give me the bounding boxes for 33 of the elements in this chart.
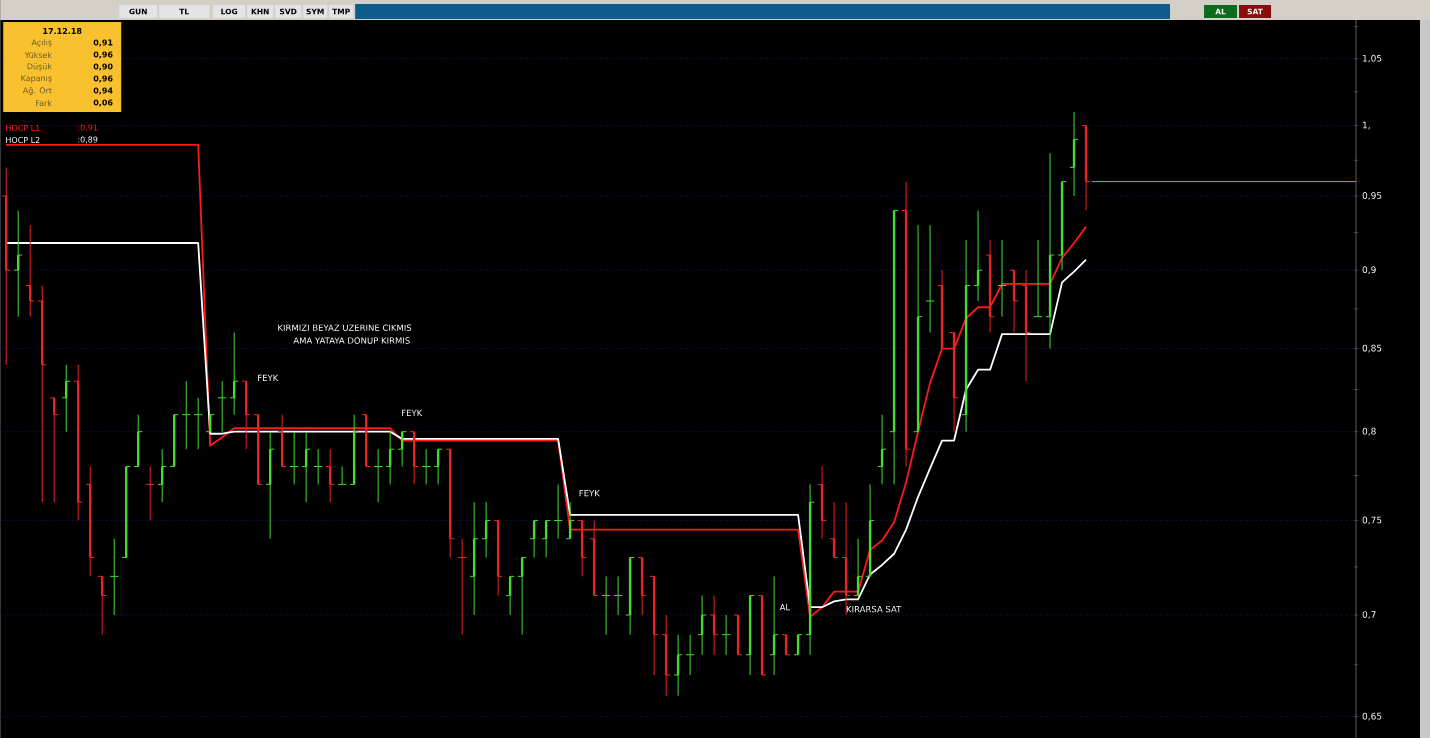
y-tick-label: 1,05 (1363, 54, 1382, 63)
text: HOCP L2 (6, 136, 40, 143)
y-tick-label: 0,8 (1362, 427, 1376, 436)
annotation: Ağ. Ort (22, 86, 52, 95)
annotation: 17.12.18 (43, 27, 82, 34)
annotation: AMA YATAYA DONUP KIRMIS (293, 337, 410, 344)
y-tick-label: 0,65 (1362, 712, 1382, 721)
annotation: Kapanış (21, 75, 52, 83)
annotation: AL (779, 604, 791, 611)
y-tick-label: 0,85 (1362, 344, 1382, 353)
annotation: FEYK (402, 409, 423, 417)
y-tick-label: 0,95 (1362, 192, 1382, 200)
annotation: 0,90 (93, 63, 113, 71)
annotation: FEYK (579, 490, 601, 497)
y-tick-label: 0,75 (1362, 516, 1382, 525)
y-tick-label: 0,7 (1362, 611, 1376, 619)
annotation: KIRARSA SAT (846, 605, 902, 613)
annotation: 0,06 (93, 99, 113, 107)
annotation: KIRMIZI BEYAZ UZERINE CIKMIS (278, 324, 412, 331)
annotation: :0,89 (78, 136, 98, 144)
annotation: 0,96 (93, 75, 113, 83)
annotation: 0,96 (93, 51, 113, 59)
annotation: Fark (36, 99, 52, 107)
y-tick-label: 0,9 (1362, 266, 1376, 274)
series-label: HOCP L1 (6, 124, 40, 131)
annotation: Düşük (27, 63, 52, 71)
annotation: 0,94 (93, 87, 113, 95)
annotation: FEYK (258, 374, 279, 381)
y-tick-label: 1, (1363, 121, 1370, 130)
annotation: Açılış (31, 39, 52, 47)
annotation: 0,91 (93, 39, 113, 47)
annotation: Yüksek (24, 51, 52, 59)
annotation: :0,91 (78, 124, 98, 132)
